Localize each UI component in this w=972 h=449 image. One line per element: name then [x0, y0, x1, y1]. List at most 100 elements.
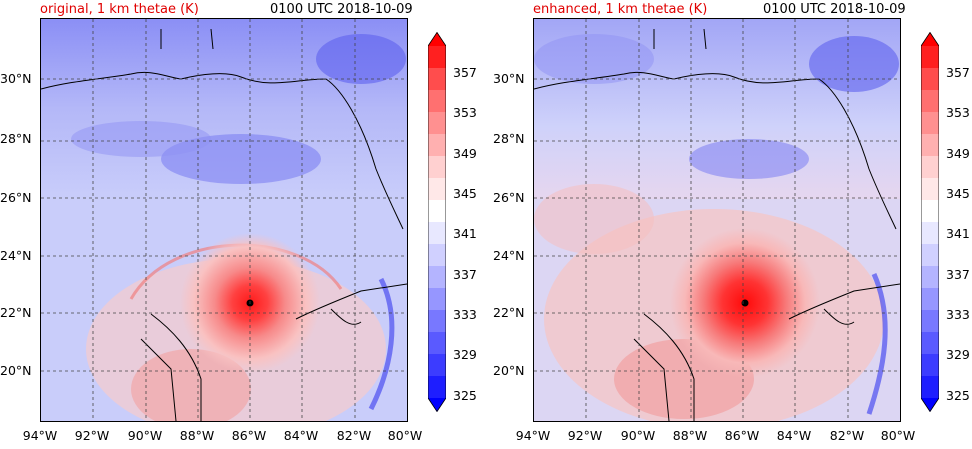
colorbar-band	[428, 178, 446, 201]
colorbar-band	[428, 68, 446, 91]
colorbar-label: 353	[453, 105, 477, 120]
colorbar-label: 357	[453, 65, 477, 80]
colorbar-band	[428, 112, 446, 135]
colorbar-label: 341	[946, 226, 970, 241]
lon-label: 90°W	[127, 428, 163, 443]
colorbar-band	[921, 200, 939, 223]
colorbar-label: 341	[453, 226, 477, 241]
colorbar-band	[921, 310, 939, 333]
warm-region	[131, 349, 251, 421]
lon-label: 92°W	[567, 428, 603, 443]
colorbar-band	[921, 134, 939, 157]
lat-label: 20°N	[493, 363, 525, 378]
lon-label: 94°W	[22, 428, 58, 443]
colorbar-band	[921, 332, 939, 355]
colorbar-label: 357	[946, 65, 970, 80]
lon-label: 80°W	[387, 428, 423, 443]
blue-patch	[809, 36, 899, 92]
colorbar-label: 325	[946, 388, 970, 403]
blue-patch	[316, 34, 406, 84]
lat-label: 28°N	[0, 131, 32, 146]
colorbar-band	[921, 354, 939, 377]
colorbar-extend-min	[921, 398, 939, 412]
blue-patch	[71, 121, 211, 157]
colorbar-extend-min	[428, 398, 446, 412]
colorbar-band	[921, 266, 939, 289]
lon-label: 88°W	[672, 428, 708, 443]
colorbar-label: 353	[946, 105, 970, 120]
lon-label: 82°W	[336, 428, 372, 443]
colorbar-label: 337	[946, 267, 970, 282]
colorbar-band	[921, 68, 939, 91]
colorbar-band	[921, 156, 939, 179]
colorbar-outline	[428, 32, 446, 412]
lat-label: 24°N	[0, 248, 32, 263]
thetae-map	[41, 19, 407, 421]
colorbar-band	[428, 222, 446, 245]
colorbar-band	[428, 332, 446, 355]
lon-label: 80°W	[880, 428, 916, 443]
warm-region	[534, 184, 654, 254]
colorbar-extend-max	[428, 32, 446, 46]
colorbar-band	[428, 266, 446, 289]
colorbar-label: 349	[946, 146, 970, 161]
colorbar-band	[428, 156, 446, 179]
colorbar-band	[428, 90, 446, 113]
lon-label: 88°W	[179, 428, 215, 443]
colorbar-band	[428, 310, 446, 333]
lon-label: 90°W	[620, 428, 656, 443]
map-plot	[533, 18, 901, 422]
lat-label: 30°N	[0, 71, 32, 86]
colorbar-label: 349	[453, 146, 477, 161]
colorbar-extend-max	[921, 32, 939, 46]
colorbar	[921, 32, 939, 412]
colorbar-label: 333	[453, 307, 477, 322]
panel-time: 0100 UTC 2018-10-09	[270, 2, 413, 17]
panel-time: 0100 UTC 2018-10-09	[763, 2, 906, 17]
colorbar-label: 337	[453, 267, 477, 282]
colorbar-band	[921, 222, 939, 245]
lon-label: 82°W	[829, 428, 865, 443]
colorbar-label: 345	[946, 186, 970, 201]
lon-label: 84°W	[283, 428, 319, 443]
rainband	[368, 277, 395, 411]
lat-label: 24°N	[493, 248, 525, 263]
lat-label: 22°N	[0, 305, 32, 320]
lat-label: 26°N	[0, 190, 32, 205]
lat-label: 20°N	[0, 363, 32, 378]
lat-label: 26°N	[493, 190, 525, 205]
lon-label: 86°W	[724, 428, 760, 443]
lat-label: 30°N	[493, 71, 525, 86]
colorbar-band	[428, 288, 446, 311]
colorbar-band	[921, 376, 939, 399]
coastlines	[534, 28, 900, 421]
colorbar-label: 345	[453, 186, 477, 201]
colorbar-band	[428, 200, 446, 223]
colorbar-band	[921, 288, 939, 311]
colorbar-label: 329	[946, 347, 970, 362]
thetae-map	[534, 19, 900, 421]
panel-title: original, 1 km thetae (K)	[40, 2, 199, 17]
lat-label: 22°N	[493, 305, 525, 320]
lon-label: 84°W	[776, 428, 812, 443]
lon-label: 94°W	[515, 428, 551, 443]
colorbar-band	[921, 90, 939, 113]
colorbar-label: 325	[453, 388, 477, 403]
colorbar-band	[921, 244, 939, 267]
lon-label: 86°W	[231, 428, 267, 443]
colorbar	[428, 32, 446, 412]
colorbar-band	[428, 46, 446, 69]
colorbar-band	[921, 178, 939, 201]
rainband	[866, 272, 888, 415]
lat-label: 28°N	[493, 131, 525, 146]
colorbar-band	[921, 112, 939, 135]
gridlines	[41, 19, 407, 421]
right-panel: enhanced, 1 km thetae (K) 0100 UTC 2018-…	[493, 0, 972, 449]
colorbar-outline	[921, 32, 939, 412]
colorbar-label: 333	[946, 307, 970, 322]
panel-title: enhanced, 1 km thetae (K)	[533, 2, 708, 17]
map-plot	[40, 18, 408, 422]
colorbar-band	[428, 376, 446, 399]
storm-center-marker	[741, 299, 749, 307]
colorbar-band	[428, 354, 446, 377]
